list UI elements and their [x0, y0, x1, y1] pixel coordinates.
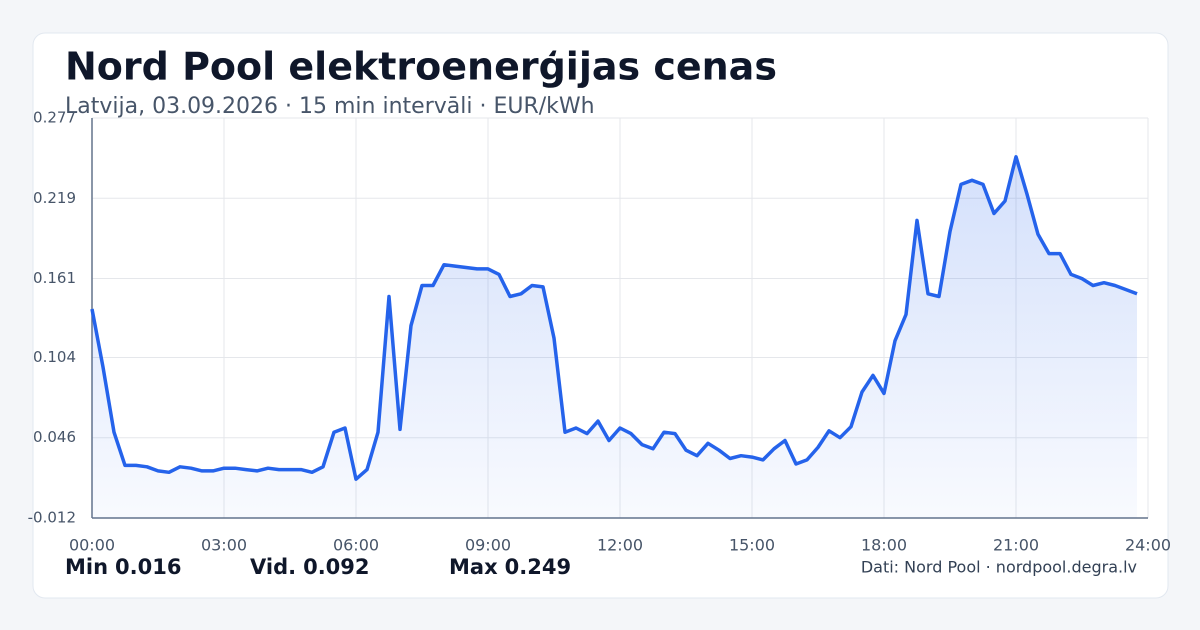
x-tick-label: 06:00 [333, 536, 379, 555]
x-tick-label: 00:00 [69, 536, 115, 555]
y-tick-label: 0.219 [33, 189, 76, 207]
x-tick-label: 15:00 [729, 536, 775, 555]
stat-value: 0.092 [303, 555, 369, 579]
stat-label: Vid. [250, 555, 296, 579]
chart-subtitle: Latvija, 03.09.2026 · 15 min intervāli ·… [65, 94, 595, 119]
x-tick-label: 12:00 [597, 536, 643, 555]
x-tick-label: 21:00 [993, 536, 1039, 555]
stat-value: 0.016 [115, 555, 181, 579]
stat: Vid. 0.092 [250, 555, 370, 579]
stat-label: Max [449, 555, 498, 579]
source: Dati: Nord Pool · nordpool.degra.lv [861, 558, 1137, 577]
y-tick-label: 0.104 [33, 348, 76, 366]
x-tick-label: 03:00 [201, 536, 247, 555]
y-tick-label: 0.277 [33, 109, 76, 127]
stat-label: Min [65, 555, 108, 579]
x-tick-label: 24:00 [1125, 536, 1171, 555]
stat: Min 0.016 [65, 555, 181, 579]
y-tick-label: 0.046 [33, 428, 76, 446]
y-tick-label: 0.161 [33, 269, 76, 287]
line [90, 155, 1138, 481]
stat: Max 0.249 [449, 555, 571, 579]
chart-title: Nord Pool elektroenerģijas cenas [65, 45, 777, 89]
x-tick-label: 18:00 [861, 536, 907, 555]
area-fill [92, 156, 1137, 519]
y-tick-label: -0.012 [28, 509, 76, 527]
stat-value: 0.249 [505, 555, 571, 579]
x-tick-label: 09:00 [465, 536, 511, 555]
